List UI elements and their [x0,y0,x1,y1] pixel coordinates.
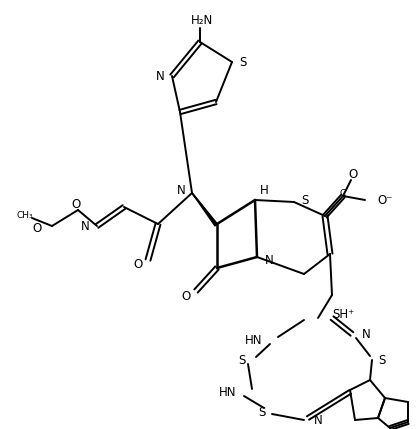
Text: O: O [71,199,80,211]
Polygon shape [192,193,217,226]
Text: O: O [33,221,42,235]
Text: N: N [156,69,165,82]
Text: S: S [378,353,385,366]
Text: S: S [239,353,246,366]
Text: N: N [265,254,274,268]
Text: O: O [133,259,143,272]
Text: S: S [301,193,309,206]
Text: HN: HN [244,333,262,347]
Text: C: C [340,190,346,199]
Text: O: O [181,290,191,302]
Text: CH₃: CH₃ [17,211,33,220]
Text: O: O [348,167,358,181]
Text: H₂N: H₂N [191,13,213,27]
Text: N: N [81,221,90,233]
Text: SH⁺: SH⁺ [332,308,354,321]
Text: N: N [362,327,371,341]
Text: N: N [314,414,323,426]
Text: S: S [259,405,266,419]
Text: N: N [177,184,186,196]
Text: H: H [260,184,269,196]
Text: O⁻: O⁻ [377,193,392,206]
Text: HN: HN [219,386,236,399]
Text: S: S [239,57,246,69]
